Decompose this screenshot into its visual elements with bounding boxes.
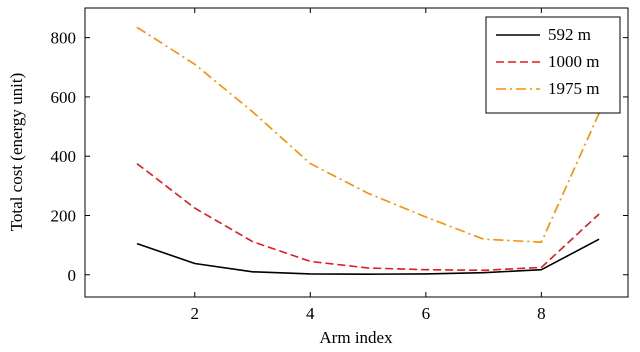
plot-frame (84, 7, 629, 298)
y-tick-label: 800 (51, 29, 77, 48)
legend-label: 1000 m (548, 52, 599, 71)
series-line-1975-m (136, 26, 600, 243)
y-tick-label: 400 (51, 147, 77, 166)
series-line-1000-m (136, 162, 600, 272)
x-tick-label: 8 (537, 304, 546, 323)
series-line-592-m (136, 238, 600, 276)
x-axis-label: Arm index (319, 328, 393, 347)
x-tick-label: 4 (306, 304, 315, 323)
y-tick-label: 600 (51, 88, 77, 107)
series-lines (136, 26, 600, 276)
y-ticks: 0 200 400 600 800 (51, 29, 628, 285)
x-ticks: 2 4 6 8 (191, 8, 546, 323)
legend-box (485, 16, 621, 114)
y-axis-label: Total cost (energy unit) (7, 73, 26, 232)
y-tick-label: 0 (68, 266, 77, 285)
legend-label: 592 m (548, 25, 591, 44)
y-tick-label: 200 (51, 206, 77, 225)
legend-label: 1975 m (548, 79, 599, 98)
x-tick-label: 6 (422, 304, 431, 323)
x-tick-label: 2 (191, 304, 200, 323)
legend: 592 m 1000 m 1975 m (485, 16, 621, 114)
